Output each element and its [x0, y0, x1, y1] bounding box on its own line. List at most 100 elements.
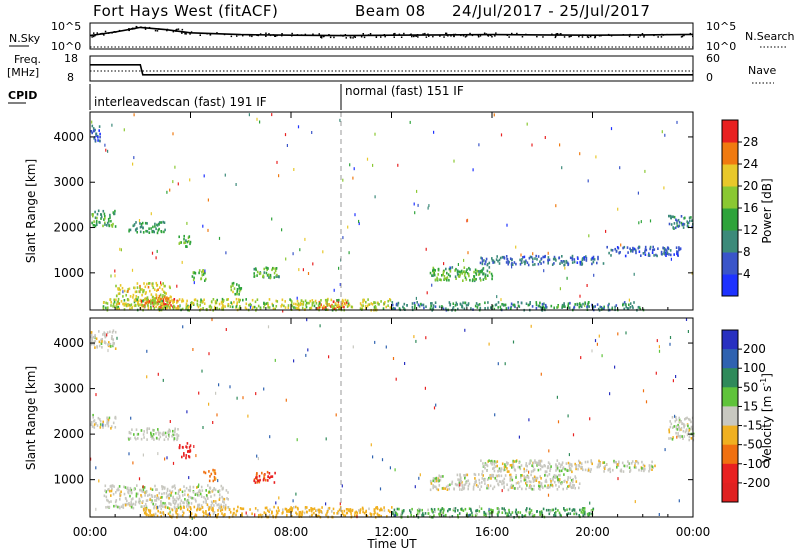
heatmap-cell	[319, 324, 321, 328]
heatmap-cell	[130, 303, 133, 306]
heatmap-cell	[123, 289, 126, 293]
heatmap-cell	[677, 218, 680, 222]
heatmap-cell	[119, 492, 121, 496]
heatmap-cell	[158, 298, 160, 301]
heatmap-cell	[167, 433, 170, 436]
heatmap-cell	[120, 300, 123, 303]
heatmap-cell	[167, 506, 169, 509]
heatmap-cell	[485, 257, 488, 261]
heatmap-cell	[174, 506, 176, 510]
heatmap-cell	[256, 270, 259, 274]
heatmap-cell	[150, 227, 152, 230]
nsky-point	[447, 35, 449, 37]
heatmap-cell	[202, 514, 205, 518]
heatmap-cell	[544, 254, 546, 258]
heatmap-cell	[446, 271, 448, 275]
heatmap-cell	[362, 510, 364, 514]
heatmap-cell	[397, 163, 399, 167]
heatmap-cell	[109, 342, 112, 346]
heatmap-cell	[574, 303, 576, 306]
heatmap-cell	[497, 362, 499, 366]
heatmap-cell	[455, 483, 458, 487]
heatmap-cell	[224, 503, 227, 507]
heatmap-cell	[358, 222, 360, 226]
heatmap-cell	[457, 514, 459, 517]
heatmap-cell	[680, 215, 683, 218]
heatmap-cell	[232, 513, 235, 517]
heatmap-cell	[551, 263, 554, 266]
heatmap-cell	[183, 241, 185, 244]
nsky-point	[452, 33, 455, 36]
heatmap-cell	[549, 469, 551, 473]
heatmap-cell	[161, 487, 164, 491]
heatmap-cell	[598, 461, 601, 465]
heatmap-cell	[291, 304, 294, 308]
heatmap-cell	[344, 303, 347, 306]
heatmap-cell	[331, 510, 333, 513]
heatmap-cell	[155, 503, 157, 506]
heatmap-cell	[540, 510, 543, 513]
heatmap-cell	[318, 306, 321, 309]
heatmap-cell	[635, 251, 637, 255]
nsky-point	[643, 34, 645, 37]
heatmap-cell	[104, 221, 106, 225]
heatmap-cell	[650, 464, 653, 468]
heatmap-cell	[185, 306, 188, 309]
heatmap-cell	[92, 416, 94, 419]
heatmap-cell	[685, 417, 687, 420]
freq-series	[90, 64, 693, 76]
heatmap-cell	[637, 306, 640, 309]
heatmap-cell	[590, 468, 592, 471]
heatmap-cell	[198, 494, 200, 497]
heatmap-cell	[488, 512, 491, 515]
freq-tick-top: 18	[64, 52, 78, 65]
heatmap-cell	[488, 476, 490, 480]
heatmap-cell	[623, 307, 625, 311]
heatmap-cell	[496, 464, 498, 468]
heatmap-cell	[157, 288, 159, 291]
heatmap-cell	[152, 429, 155, 432]
heatmap-cell	[530, 255, 533, 259]
heatmap-cell	[471, 279, 474, 283]
heatmap-cell	[140, 437, 143, 441]
heatmap-cell	[553, 262, 555, 265]
heatmap-cell	[254, 267, 257, 270]
heatmap-cell	[614, 365, 616, 369]
heatmap-cell	[492, 509, 494, 512]
y-tick-label: 1000	[53, 266, 84, 280]
heatmap-cell	[373, 509, 376, 512]
nsky-point	[508, 36, 510, 38]
heatmap-cell	[411, 302, 414, 305]
heatmap-cell	[267, 273, 270, 277]
heatmap-cell	[138, 501, 141, 505]
heatmap-cell	[688, 417, 690, 421]
heatmap-cell	[268, 476, 271, 480]
heatmap-cell	[578, 305, 581, 309]
heatmap-cell	[263, 511, 266, 514]
heatmap-cell	[167, 431, 169, 434]
heatmap-cell	[543, 302, 545, 306]
heatmap-cell	[237, 298, 240, 301]
heatmap-cell	[676, 428, 679, 431]
heatmap-cell	[182, 494, 184, 497]
nsky-point	[424, 32, 426, 35]
heatmap-cell	[114, 416, 116, 420]
heatmap-cell	[533, 478, 535, 481]
freq-frame	[89, 55, 694, 82]
heatmap-cell	[349, 510, 352, 513]
heatmap-cell	[227, 491, 229, 494]
heatmap-cell	[574, 462, 576, 466]
heatmap-cell	[310, 514, 313, 517]
heatmap-cell	[273, 271, 276, 275]
heatmap-cell	[157, 428, 159, 431]
heatmap-cell	[148, 493, 151, 497]
heatmap-cell	[267, 303, 269, 307]
heatmap-cell	[545, 470, 548, 473]
heatmap-cell	[528, 470, 530, 474]
heatmap-cell	[106, 419, 109, 423]
heatmap-cell	[122, 295, 124, 298]
heatmap-cell	[580, 260, 583, 264]
heatmap-cell	[541, 511, 543, 515]
heatmap-cell	[440, 511, 443, 515]
heatmap-cell	[188, 476, 190, 480]
